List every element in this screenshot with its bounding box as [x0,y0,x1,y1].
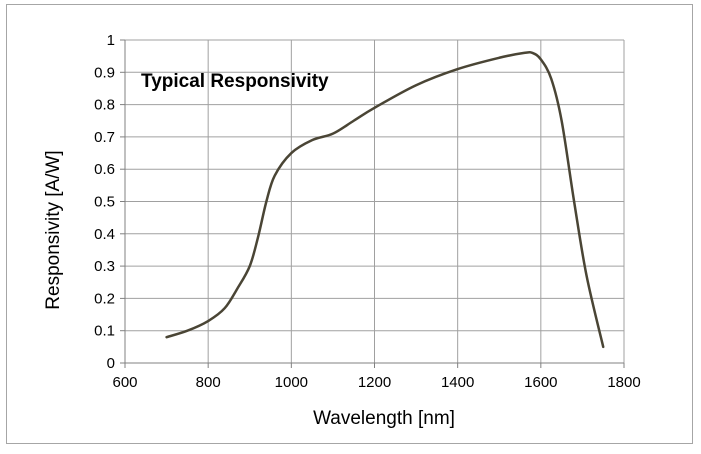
x-tick-label: 1000 [275,374,308,391]
x-tick-label: 1400 [441,374,474,391]
y-tick-label: 0.7 [94,129,115,146]
series-layer [165,50,605,349]
y-tick-label: 0.3 [94,258,115,275]
responsivity-chart: 0 0.1 0.2 0.3 0.4 0.5 0.6 0.7 0.8 0.9 1 600 800 1000… [43,32,641,429]
y-tick-label: 0.9 [94,64,115,81]
x-tick-label: 600 [112,374,137,391]
x-tick-label: 1800 [607,374,640,391]
chart-frame: 0 0.1 0.2 0.3 0.4 0.5 0.6 0.7 0.8 0.9 1 600 800 1000… [6,4,693,444]
x-tick-label: 800 [196,374,221,391]
x-tick-labels: 600 800 1000 1200 1400 1600 1800 [112,374,640,391]
responsivity-series-line [165,50,605,349]
y-tick-label: 0.1 [94,323,115,340]
x-tick-label: 1200 [358,374,391,391]
x-tick-label: 1600 [524,374,557,391]
y-tick-labels: 0 0.1 0.2 0.3 0.4 0.5 0.6 0.7 0.8 0.9 1 [94,32,115,372]
y-tick-label: 0.8 [94,97,115,114]
y-tick-label: 0.2 [94,290,115,307]
y-tick-label: 0 [107,355,115,372]
chart-title: Typical Responsivity [141,71,329,92]
y-tick-label: 1 [107,32,115,49]
y-tick-label: 0.4 [94,226,115,243]
y-tick-label: 0.5 [94,194,115,211]
y-tick-label: 0.6 [94,161,115,178]
x-axis-title: Wavelength [nm] [313,408,455,429]
grid [120,39,625,368]
y-axis-title: Responsivity [A/W] [43,150,64,309]
